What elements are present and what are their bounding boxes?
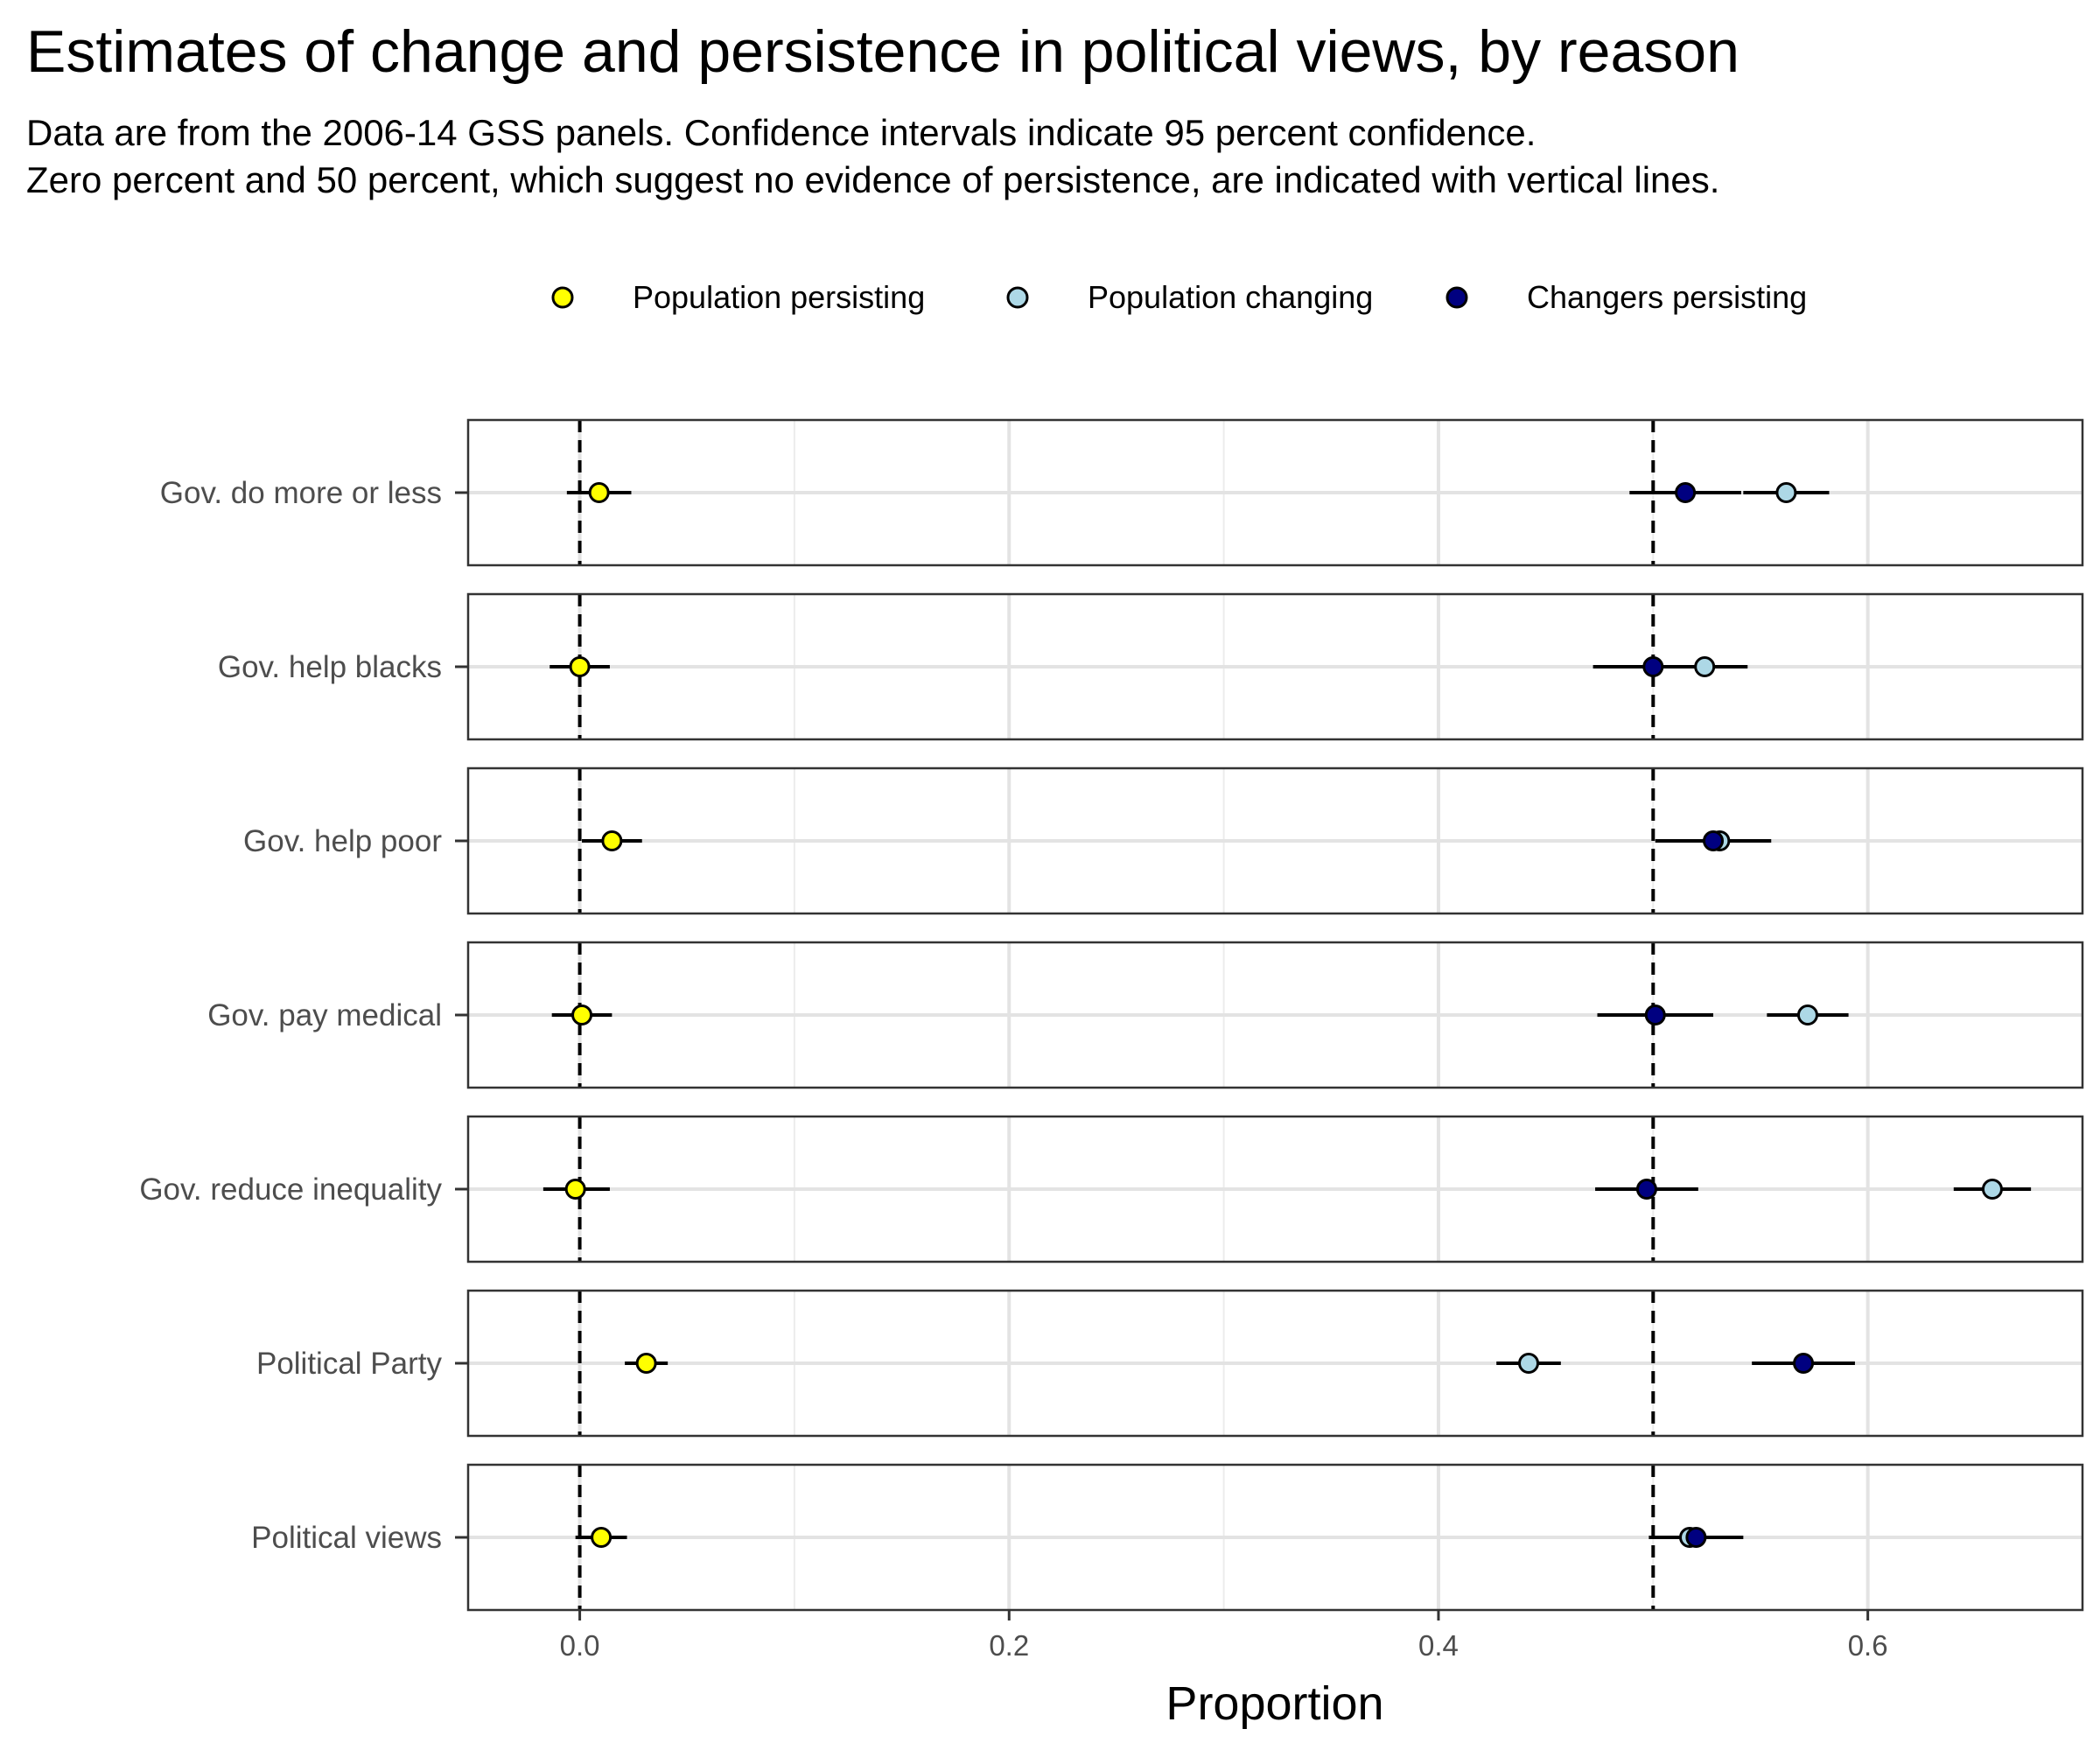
legend-key-population-persisting xyxy=(551,286,574,309)
point-political-party-changers-persisting xyxy=(1793,1353,1815,1374)
x-tick-label: 0.0 xyxy=(560,1629,600,1662)
point-gov-do-more-or-less-population-persisting xyxy=(588,482,610,503)
point-gov-help-blacks-population-changing xyxy=(1694,656,1716,677)
category-label-gov-help-blacks: Gov. help blacks xyxy=(218,650,442,684)
point-gov-help-poor-changers-persisting xyxy=(1703,830,1725,851)
point-gov-help-blacks-changers-persisting xyxy=(1642,656,1664,677)
category-label-political-party: Political Party xyxy=(256,1347,443,1381)
category-label-gov-reduce-inequality: Gov. reduce inequality xyxy=(139,1172,442,1207)
category-label-political-views: Political views xyxy=(251,1521,442,1555)
legend-key-population-changing xyxy=(1006,286,1029,309)
panel-gov-help-poor: Gov. help poor xyxy=(243,766,2084,915)
legend-key-changers-persisting xyxy=(1446,286,1468,309)
plot-panels: Gov. do more or less Gov. help blacks Gov.… xyxy=(139,418,2084,1612)
point-gov-do-more-or-less-population-changing xyxy=(1775,482,1797,503)
x-tick-label: 0.4 xyxy=(1418,1629,1459,1662)
point-political-views-population-persisting xyxy=(591,1527,612,1548)
x-tick-label: 0.2 xyxy=(989,1629,1029,1662)
chart-title: Estimates of change and persistence in p… xyxy=(26,18,1740,85)
point-political-views-changers-persisting xyxy=(1685,1527,1707,1548)
point-gov-reduce-inequality-population-changing xyxy=(1981,1179,2003,1200)
point-gov-pay-medical-changers-persisting xyxy=(1644,1004,1666,1026)
x-axis-title: Proportion xyxy=(1166,1677,1383,1730)
x-axis: 0.0 0.2 0.4 0.6 xyxy=(560,1610,1888,1662)
category-label-gov-help-poor: Gov. help poor xyxy=(243,824,442,858)
chart-subtitle-line-2: Zero percent and 50 percent, which sugge… xyxy=(26,159,1719,200)
point-gov-pay-medical-population-changing xyxy=(1796,1004,1818,1026)
panel-gov-help-blacks: Gov. help blacks xyxy=(218,592,2084,741)
point-political-party-population-changing xyxy=(1518,1353,1540,1374)
panel-gov-reduce-inequality: Gov. reduce inequality xyxy=(139,1115,2084,1264)
panel-gov-do-more-or-less: Gov. do more or less xyxy=(160,418,2084,567)
point-gov-pay-medical-population-persisting xyxy=(571,1004,593,1026)
legend-label-population-persisting: Population persisting xyxy=(633,279,925,315)
legend-label-population-changing: Population changing xyxy=(1088,279,1373,315)
point-gov-help-blacks-population-persisting xyxy=(569,656,591,677)
point-gov-reduce-inequality-population-persisting xyxy=(564,1179,586,1200)
panel-gov-pay-medical: Gov. pay medical xyxy=(207,941,2084,1089)
category-label-gov-do-more-or-less: Gov. do more or less xyxy=(160,476,442,510)
panel-political-views: Political views xyxy=(251,1463,2084,1612)
point-gov-do-more-or-less-changers-persisting xyxy=(1675,482,1697,503)
panel-political-party: Political Party xyxy=(256,1289,2084,1438)
point-gov-help-poor-population-persisting xyxy=(601,830,623,851)
chart-subtitle-line-1: Data are from the 2006-14 GSS panels. Co… xyxy=(26,112,1536,153)
category-label-gov-pay-medical: Gov. pay medical xyxy=(207,998,442,1032)
legend: Population persisting Population changing… xyxy=(551,279,1807,315)
point-gov-reduce-inequality-changers-persisting xyxy=(1635,1179,1657,1200)
x-tick-label: 0.6 xyxy=(1848,1629,1888,1662)
legend-label-changers-persisting: Changers persisting xyxy=(1527,279,1807,315)
point-political-party-population-persisting xyxy=(635,1353,657,1374)
